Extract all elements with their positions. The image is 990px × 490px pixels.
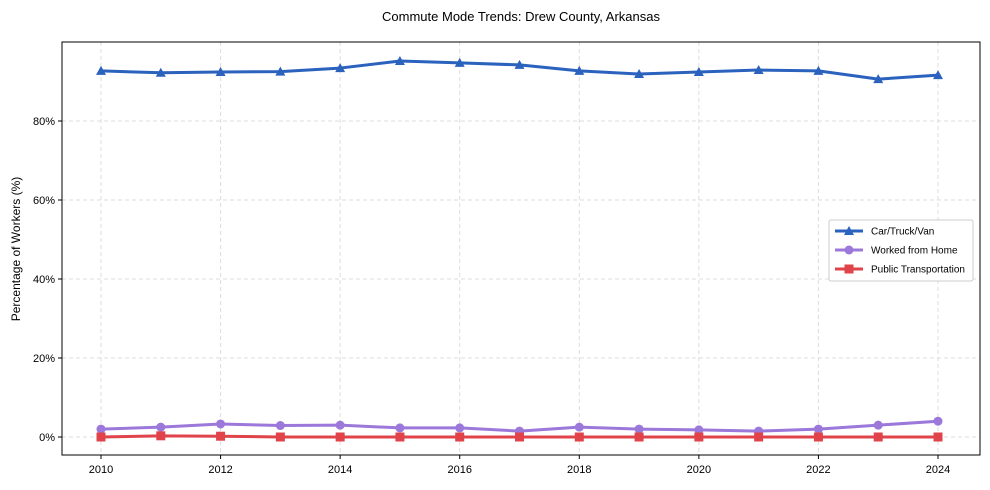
data-point-car-truck-van	[933, 70, 943, 80]
x-tick-label: 2016	[447, 464, 471, 476]
data-point-worked-from-home	[574, 422, 584, 432]
data-point-public-transportation	[515, 432, 524, 442]
data-point-car-truck-van	[215, 67, 226, 77]
x-tick-label: 2010	[89, 464, 113, 476]
data-point-car-truck-van	[96, 65, 106, 75]
data-point-car-truck-van	[753, 65, 764, 75]
data-point-worked-from-home	[813, 424, 823, 434]
x-tick-label: 2014	[328, 464, 352, 476]
x-tick-label: 2020	[687, 464, 711, 476]
data-point-worked-from-home	[933, 416, 943, 426]
legend-label: Public Transportation	[871, 265, 965, 276]
data-point-car-truck-van	[514, 59, 525, 69]
chart-title: Commute Mode Trends: Drew County, Arkans…	[382, 9, 660, 24]
y-tick-label: 80%	[33, 116, 55, 128]
legend: Car/Truck/Van Worked from Home Public Tran…	[828, 219, 974, 282]
data-point-car-truck-van	[634, 68, 645, 78]
data-point-car-truck-van	[155, 67, 166, 77]
data-point-worked-from-home	[216, 419, 226, 429]
data-point-car-truck-van	[454, 57, 465, 67]
legend-marker	[844, 245, 854, 255]
data-point-public-transportation	[694, 432, 704, 442]
y-tick-label: 0%	[39, 432, 55, 444]
data-point-car-truck-van	[873, 74, 884, 84]
data-point-worked-from-home	[395, 423, 405, 433]
data-point-public-transportation	[933, 432, 943, 442]
data-point-public-transportation	[216, 431, 226, 441]
data-point-worked-from-home	[455, 423, 465, 433]
data-point-public-transportation	[275, 432, 285, 442]
data-point-worked-from-home	[873, 420, 883, 430]
legend-marker	[844, 226, 854, 235]
data-point-public-transportation	[156, 431, 166, 441]
data-point-public-transportation	[634, 432, 644, 442]
legend-label: Worked from Home	[871, 246, 958, 257]
data-point-public-transportation	[96, 432, 106, 442]
data-point-public-transportation	[574, 432, 584, 442]
data-point-car-truck-van	[574, 65, 585, 75]
x-tick-label: 2012	[208, 464, 232, 476]
legend-box	[828, 219, 974, 282]
data-point-worked-from-home	[634, 424, 644, 434]
data-point-car-truck-van	[693, 67, 704, 77]
data-point-public-transportation	[335, 432, 345, 442]
data-point-public-transportation	[395, 432, 405, 442]
legend-marker	[844, 264, 854, 274]
x-tick-label: 2022	[806, 464, 830, 476]
data-point-car-truck-van	[394, 55, 405, 65]
data-point-public-transportation	[873, 432, 883, 442]
data-point-public-transportation	[455, 432, 465, 442]
y-axis-label: Percentage of Workers (%)	[9, 177, 23, 322]
data-point-public-transportation	[813, 432, 823, 442]
x-tick-label: 2018	[567, 464, 591, 476]
data-point-public-transportation	[754, 432, 764, 442]
data-point-worked-from-home	[335, 420, 345, 430]
data-point-car-truck-van	[813, 65, 824, 75]
plot-frame	[61, 41, 981, 456]
x-tick-label: 2024	[926, 464, 950, 476]
data-point-worked-from-home	[694, 425, 704, 435]
data-point-car-truck-van	[335, 63, 346, 73]
y-tick-label: 20%	[33, 353, 55, 365]
data-point-worked-from-home	[156, 422, 166, 432]
data-point-worked-from-home	[96, 424, 106, 434]
y-tick-label: 60%	[33, 195, 55, 207]
legend-label: Car/Truck/Van	[871, 227, 934, 238]
data-point-car-truck-van	[275, 66, 286, 76]
data-point-worked-from-home	[275, 421, 285, 431]
y-tick-label: 40%	[33, 274, 55, 286]
